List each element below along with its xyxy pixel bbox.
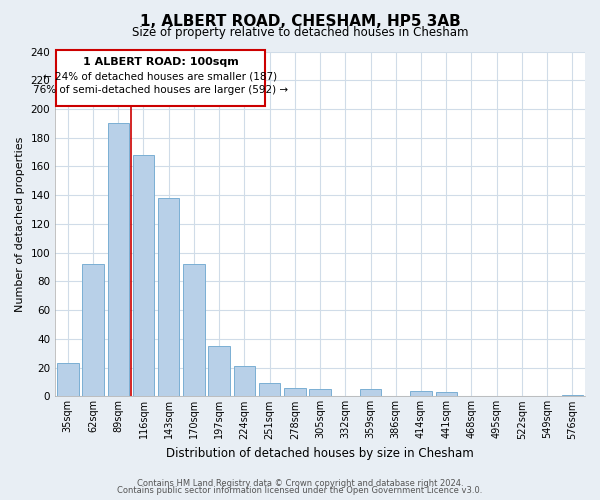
Bar — [360, 389, 381, 396]
Bar — [284, 388, 305, 396]
Text: 1 ALBERT ROAD: 100sqm: 1 ALBERT ROAD: 100sqm — [83, 57, 238, 67]
Bar — [133, 155, 154, 396]
Bar — [107, 124, 129, 396]
Bar — [158, 198, 179, 396]
Text: Size of property relative to detached houses in Chesham: Size of property relative to detached ho… — [132, 26, 468, 39]
Bar — [233, 366, 255, 396]
Text: 76% of semi-detached houses are larger (592) →: 76% of semi-detached houses are larger (… — [33, 84, 288, 94]
Y-axis label: Number of detached properties: Number of detached properties — [15, 136, 25, 312]
Text: Contains public sector information licensed under the Open Government Licence v3: Contains public sector information licen… — [118, 486, 482, 495]
Text: ← 24% of detached houses are smaller (187): ← 24% of detached houses are smaller (18… — [43, 72, 278, 82]
Bar — [562, 395, 583, 396]
Bar — [310, 389, 331, 396]
Bar — [57, 364, 79, 396]
Bar — [208, 346, 230, 397]
Bar — [410, 390, 432, 396]
Bar — [183, 264, 205, 396]
X-axis label: Distribution of detached houses by size in Chesham: Distribution of detached houses by size … — [166, 447, 474, 460]
Text: Contains HM Land Registry data © Crown copyright and database right 2024.: Contains HM Land Registry data © Crown c… — [137, 478, 463, 488]
Bar — [436, 392, 457, 396]
Bar — [259, 384, 280, 396]
Bar — [82, 264, 104, 396]
FancyBboxPatch shape — [56, 50, 265, 106]
Text: 1, ALBERT ROAD, CHESHAM, HP5 3AB: 1, ALBERT ROAD, CHESHAM, HP5 3AB — [140, 14, 460, 29]
